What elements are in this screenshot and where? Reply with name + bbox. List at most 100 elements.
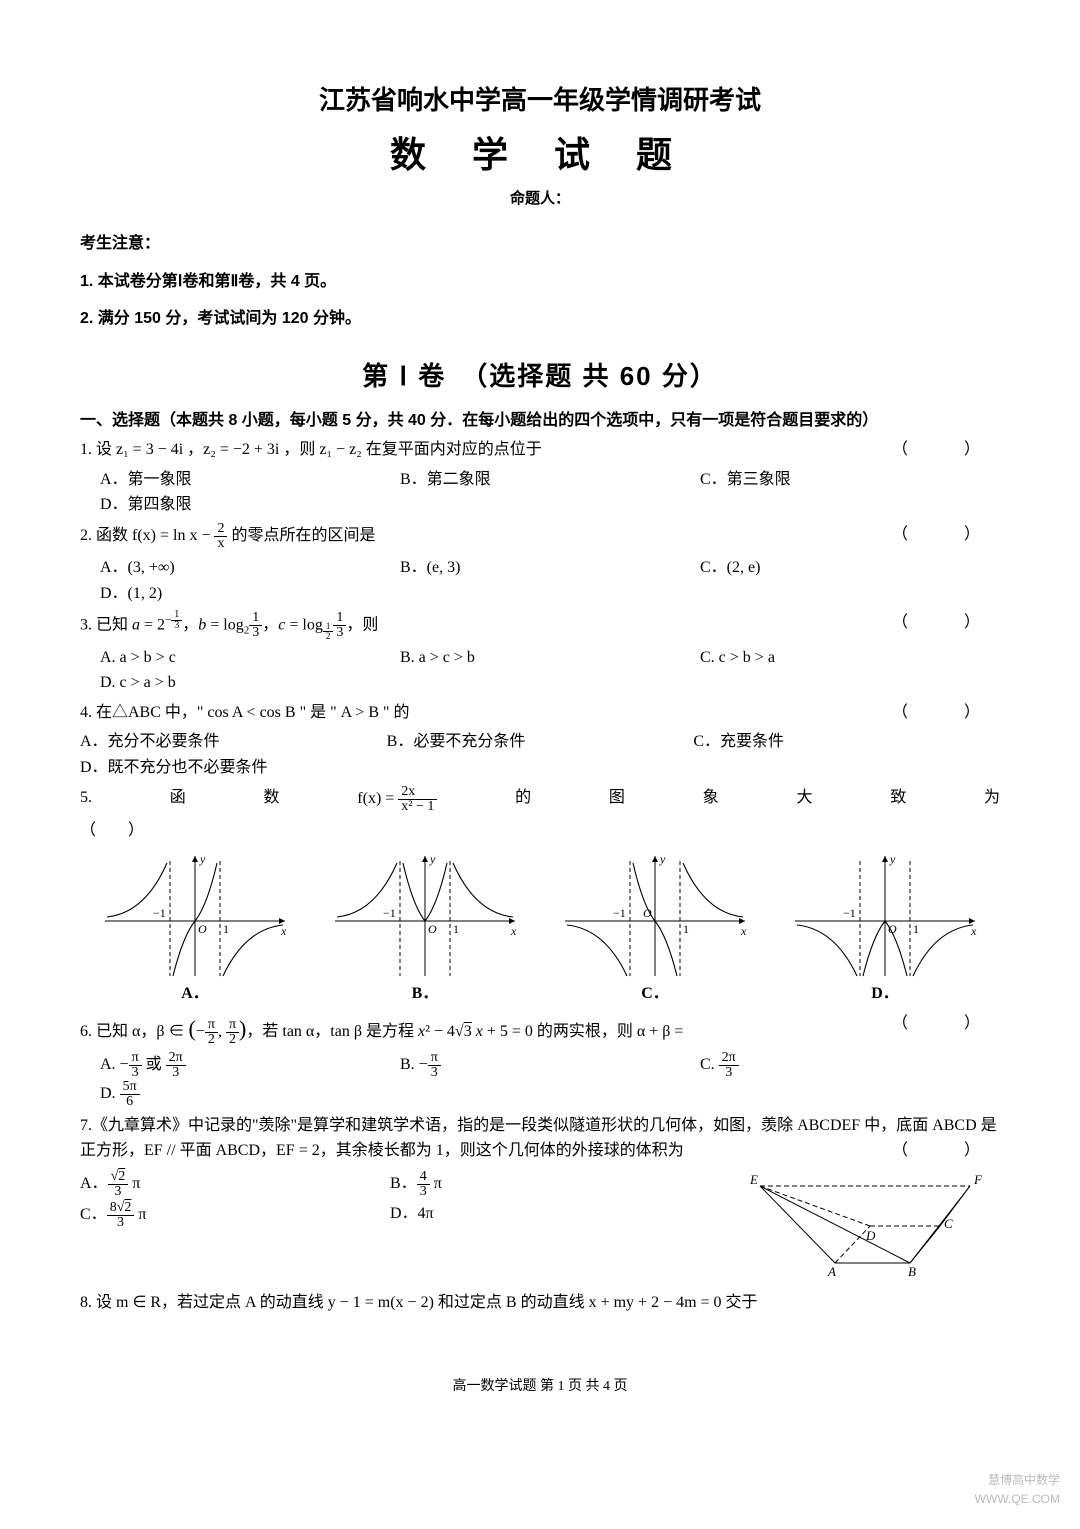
exam-subject-title: 数 学 试 题 — [80, 126, 1000, 184]
answer-blank: （ ） — [892, 1011, 1000, 1037]
watermark: 慧博高中数学 WWW.QE.COM — [975, 1471, 1060, 1509]
q5-fd: x² − 1 — [398, 800, 437, 814]
q5-graphs: −1 1 O y x −1 1 O y x −1 1 O y x — [80, 851, 1000, 981]
q6-opt-d: D. 5π6 — [100, 1080, 1000, 1109]
q5-graph-b: −1 1 O y x — [325, 851, 525, 981]
q5-label-b: B． — [325, 981, 525, 1007]
q2-frac-n: 2 — [214, 522, 227, 537]
svg-text:−1: −1 — [153, 906, 166, 920]
section-1-desc: 一、选择题（本题共 8 小题，每小题 5 分，共 40 分．在每小题给出的四个选… — [80, 408, 1000, 434]
q2-opt-c: C．(2, e) — [700, 555, 1000, 581]
q6-opt-a: A. −π3 或 2π3 — [100, 1051, 400, 1080]
svg-text:−1: −1 — [383, 906, 396, 920]
q2-options: A．(3, +∞) B．(e, 3) C．(2, e) D．(1, 2) — [80, 555, 1000, 606]
q7-options-row1: A．√23 π B．43 π — [80, 1170, 700, 1199]
q2-frac-d: x — [214, 537, 227, 551]
svg-text:D: D — [865, 1228, 876, 1243]
q3-opt-a: A. a > b > c — [100, 645, 400, 671]
q5-fx: f(x) = — [357, 790, 398, 807]
svg-text:−1: −1 — [843, 906, 856, 920]
q5-t2: 函 — [170, 785, 186, 814]
svg-text:O: O — [428, 922, 437, 936]
svg-text:E: E — [749, 1172, 758, 1187]
q5-label-a: A． — [95, 981, 295, 1007]
svg-text:y: y — [199, 852, 206, 866]
q5-t6: 图 — [609, 785, 625, 814]
notice-heading: 考生注意： — [80, 231, 1000, 257]
author-label: 命题人： — [80, 187, 1000, 211]
q5-t5: 的 — [515, 785, 531, 814]
q5-fn: 2x — [398, 785, 437, 800]
section-1-title: 第 Ⅰ 卷 （选择题 共 60 分） — [80, 356, 1000, 398]
question-2: 2. 函数 f(x) = ln x − 2x 的零点所在的区间是 （ ） — [80, 522, 1000, 551]
svg-text:O: O — [198, 922, 207, 936]
notice-line-2: 2. 满分 150 分，考试试间为 120 分钟。 — [80, 306, 1000, 332]
q5-t8: 大 — [796, 785, 812, 814]
q5-graph-d: −11 O y x — [785, 851, 985, 981]
q5-t7: 象 — [703, 785, 719, 814]
q3-opt-b: B. a > c > b — [400, 645, 700, 671]
svg-text:y: y — [659, 852, 666, 866]
watermark-line2: WWW.QE.COM — [975, 1490, 1060, 1509]
question-8: 8. 设 m ∈ R，若过定点 A 的动直线 y − 1 = m(x − 2) … — [80, 1290, 1000, 1316]
q5-label-d: D． — [785, 981, 985, 1007]
question-7: 7.《九章算术》中记录的"羡除"是算学和建筑学术语，指的是一段类似隧道形状的几何… — [80, 1113, 1000, 1164]
q5-t1: 5. — [80, 785, 92, 814]
notice-line-1: 1. 本试卷分第Ⅰ卷和第Ⅱ卷，共 4 页。 — [80, 269, 1000, 295]
q3-opt-d: D. c > a > b — [100, 670, 1000, 696]
q7-options-row2: C．8√23 π D．4π — [80, 1201, 700, 1230]
q7-stem: 7.《九章算术》中记录的"羡除"是算学和建筑学术语，指的是一段类似隧道形状的几何… — [80, 1117, 997, 1160]
q5-blank-row: （ ） — [80, 818, 1000, 844]
svg-text:1: 1 — [223, 922, 229, 936]
q4-opt-d: D．既不充分也不必要条件 — [80, 755, 1000, 781]
q1-opt-a: A．第一象限 — [100, 467, 400, 493]
exam-school-title: 江苏省响水中学高一年级学情调研考试 — [80, 80, 1000, 122]
q1-opt-c: C．第三象限 — [700, 467, 1000, 493]
question-3: 3. 已知 a = 2−13，b = log213，c = log1213，则 … — [80, 610, 1000, 641]
question-4: 4. 在△ABC 中，" cos A < cos B " 是 " A > B "… — [80, 700, 1000, 726]
svg-text:x: x — [970, 924, 977, 938]
svg-text:x: x — [510, 924, 517, 938]
answer-blank: （ ） — [892, 610, 1000, 636]
svg-text:y: y — [429, 852, 436, 866]
q2-opt-b: B．(e, 3) — [400, 555, 700, 581]
answer-blank: （ ） — [892, 700, 1000, 726]
q7-opt-b: B．43 π — [390, 1170, 700, 1199]
svg-text:y: y — [889, 852, 896, 866]
q7-row: A．√23 π B．43 π C．8√23 π D．4π E F A B C D — [80, 1168, 1000, 1287]
q5-t10: 为 — [984, 785, 1000, 814]
svg-text:−1: −1 — [613, 906, 626, 920]
q4-options: A．充分不必要条件 B．必要不充分条件 C．充要条件 D．既不充分也不必要条件 — [80, 729, 1000, 780]
q5-t3: 数 — [264, 785, 280, 814]
q4-opt-c: C．充要条件 — [693, 729, 1000, 755]
q7-opt-c: C．8√23 π — [80, 1201, 390, 1230]
svg-text:A: A — [827, 1264, 836, 1278]
svg-text:1: 1 — [453, 922, 459, 936]
page-footer: 高一数学试题 第 1 页 共 4 页 — [80, 1376, 1000, 1398]
q6-opt-b: B. −π3 — [400, 1051, 700, 1080]
q4-opt-b: B．必要不充分条件 — [387, 729, 694, 755]
q3-options: A. a > b > c B. a > c > b C. c > b > a D… — [80, 645, 1000, 696]
q1-stem: 1. 设 z₁ = 3 − 4i ，z₂ = −2 + 3i ，则 z₁ − z… — [80, 441, 542, 458]
question-5: 5. 函 数 f(x) = 2xx² − 1 的 图 象 大 致 为 — [80, 785, 1000, 814]
q5-t9: 致 — [890, 785, 906, 814]
q1-options: A．第一象限 B．第二象限 C．第三象限 D．第四象限 — [80, 467, 1000, 518]
svg-text:F: F — [973, 1172, 983, 1187]
q2-opt-d: D．(1, 2) — [100, 581, 1000, 607]
q2-stem-b: 的零点所在的区间是 — [231, 527, 375, 544]
q2-stem-a: 2. 函数 f(x) = ln x − — [80, 527, 214, 544]
q7-diagram: E F A B C D — [740, 1168, 1000, 1287]
q4-opt-a: A．充分不必要条件 — [80, 729, 387, 755]
watermark-line1: 慧博高中数学 — [975, 1471, 1060, 1490]
q4-stem: 4. 在△ABC 中，" cos A < cos B " 是 " A > B "… — [80, 704, 410, 721]
question-6: 6. 已知 α，β ∈ (−π2, π2)，若 tan α，tan β 是方程 … — [80, 1011, 1000, 1047]
svg-text:x: x — [740, 924, 747, 938]
svg-text:1: 1 — [913, 922, 919, 936]
question-1: 1. 设 z₁ = 3 − 4i ，z₂ = −2 + 3i ，则 z₁ − z… — [80, 437, 1000, 463]
q2-opt-a: A．(3, +∞) — [100, 555, 400, 581]
q6-opt-c: C. 2π3 — [700, 1051, 1000, 1080]
q7-opt-a: A．√23 π — [80, 1170, 390, 1199]
svg-text:x: x — [280, 924, 287, 938]
answer-blank: （ ） — [892, 437, 1000, 463]
svg-text:1: 1 — [683, 922, 689, 936]
